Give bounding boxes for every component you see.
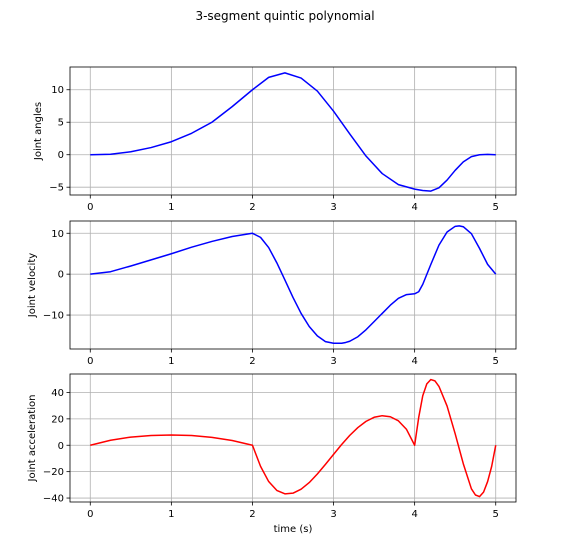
joint-velocity-axes-frame <box>69 220 517 350</box>
joint-velocity-ytick-label-0: −10 <box>43 311 64 322</box>
joint-acceleration-xlabel: time (s) <box>274 524 313 535</box>
joint-acceleration-xtick-label-4: 4 <box>411 509 417 520</box>
figure-title: 3-segment quintic polynomial <box>195 9 374 23</box>
joint-velocity-ylabel: Joint velocity <box>27 253 38 318</box>
joint-velocity-ytick-label-1: 0 <box>58 270 64 281</box>
joint-angles-xtick-label-5: 5 <box>493 202 499 213</box>
joint-acceleration-xtick-label-5: 5 <box>493 509 499 520</box>
joint-angles-ytick-label-3: 10 <box>51 85 64 96</box>
joint-velocity-plot: 0 1 2 3 4 5 −10 0 10 Joint velocity <box>27 220 517 367</box>
joint-acceleration-series-line-0 <box>90 378 497 498</box>
joint-acceleration-xtick-label-1: 1 <box>168 509 174 520</box>
joint-acceleration-ylabel: Joint acceleration <box>27 395 38 483</box>
joint-velocity-xtick-label-3: 3 <box>330 356 336 367</box>
joint-angles-ylabel: Joint angles <box>33 102 44 161</box>
joint-angles-xtick-label-2: 2 <box>249 202 255 213</box>
joint-angles-xtick-label-4: 4 <box>411 202 417 213</box>
joint-acceleration-ytick-label-1: −20 <box>43 467 64 478</box>
joint-angles-plot: 0 1 2 3 4 5 −5 0 5 10 Joint angles <box>33 66 517 213</box>
joint-angles-xtick-label-1: 1 <box>168 202 174 213</box>
joint-angles-series-line-0 <box>90 72 496 192</box>
joint-angles-ytick-label-1: 0 <box>58 150 64 161</box>
joint-acceleration-ytick-label-0: −40 <box>43 494 64 505</box>
joint-velocity-xtick-label-2: 2 <box>249 356 255 367</box>
joint-velocity-ytick-label-2: 10 <box>51 229 64 240</box>
joint-acceleration-xtick-label-3: 3 <box>330 509 336 520</box>
joint-angles-axes-frame <box>69 66 517 196</box>
joint-velocity-xtick-label-5: 5 <box>493 356 499 367</box>
joint-acceleration-axes-frame <box>69 373 517 503</box>
joint-velocity-xtick-label-4: 4 <box>411 356 417 367</box>
joint-velocity-xtick-label-0: 0 <box>87 356 93 367</box>
joint-acceleration-plot: 0 1 2 3 4 5 −40 −20 0 20 40 Joint acceleration time … <box>27 373 517 535</box>
joint-angles-xtick-label-3: 3 <box>330 202 336 213</box>
joint-acceleration-xtick-label-2: 2 <box>249 509 255 520</box>
joint-angles-xtick-label-0: 0 <box>87 202 93 213</box>
joint-acceleration-ytick-label-3: 20 <box>51 414 64 425</box>
joint-angles-ytick-label-2: 5 <box>58 118 64 129</box>
joint-velocity-series-line-0 <box>90 225 497 345</box>
joint-acceleration-ytick-label-2: 0 <box>58 441 64 452</box>
joint-velocity-xtick-label-1: 1 <box>168 356 174 367</box>
joint-acceleration-xtick-label-0: 0 <box>87 509 93 520</box>
joint-angles-ytick-label-0: −5 <box>49 183 64 194</box>
joint-acceleration-ytick-label-4: 40 <box>51 388 64 399</box>
